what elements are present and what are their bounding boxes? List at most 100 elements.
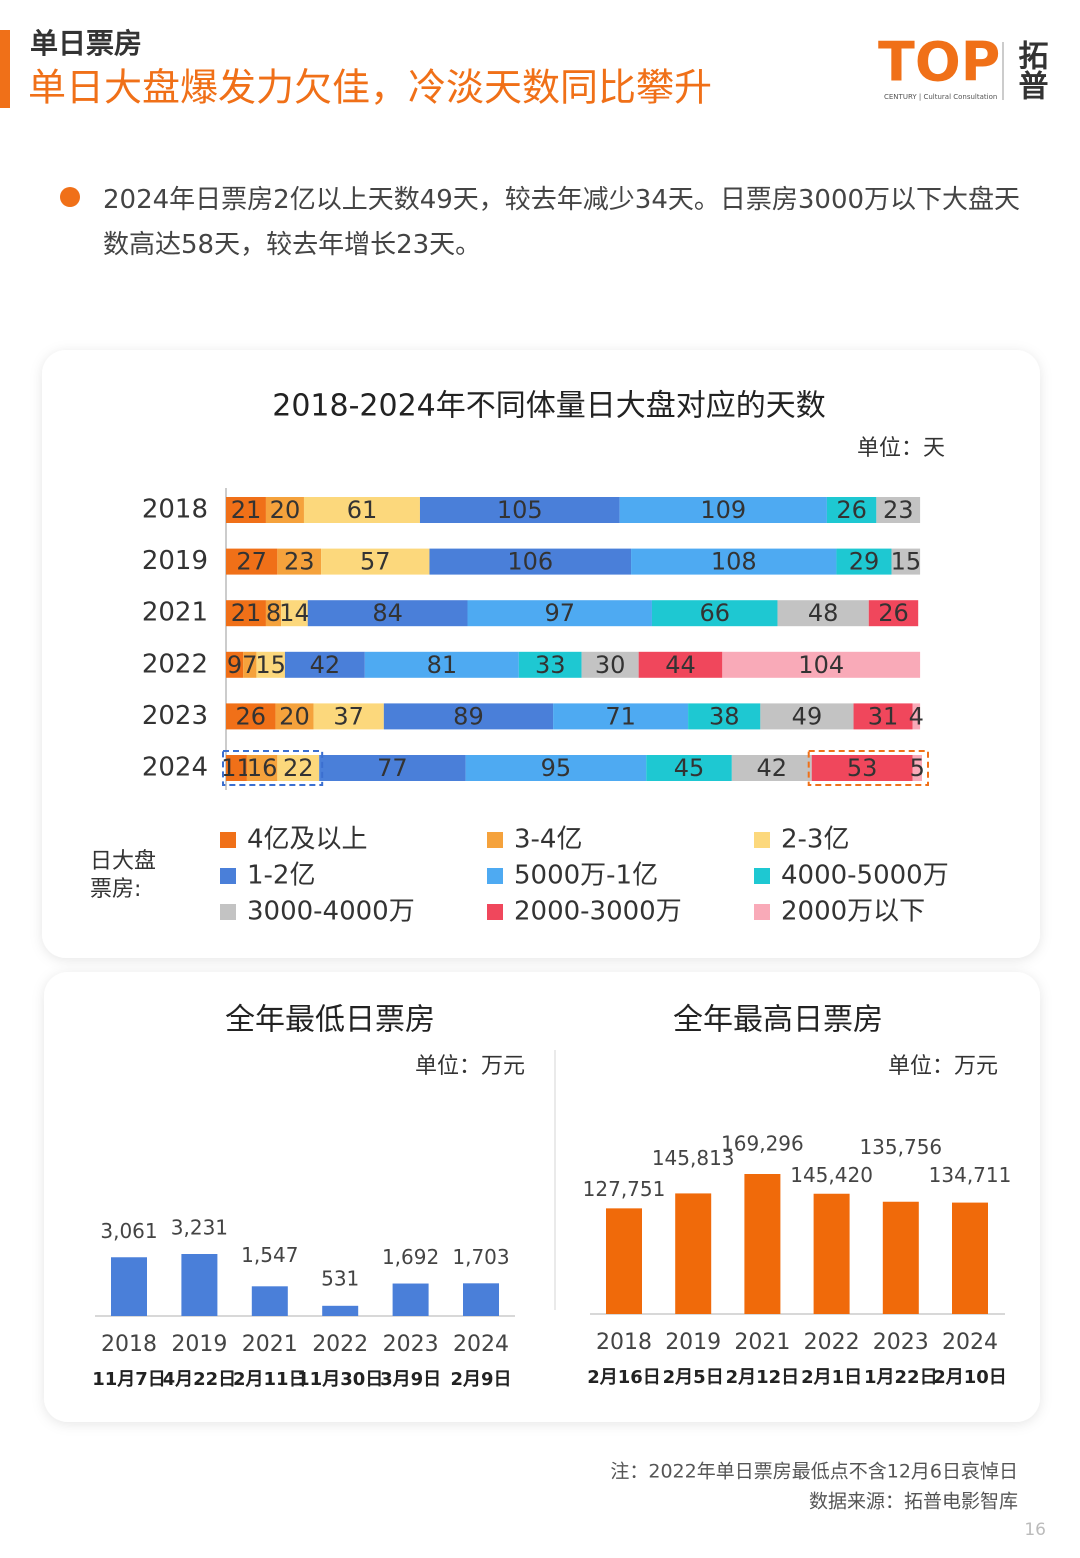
- bar-segment: [631, 548, 837, 575]
- date-label: 2月10日: [933, 1367, 1007, 1388]
- logo-name: 拓普: [1013, 40, 1049, 100]
- bar-segment: [321, 548, 430, 575]
- data-label: 531: [321, 1266, 359, 1290]
- data-label: 20: [270, 496, 301, 524]
- data-label: 3,231: [171, 1216, 228, 1240]
- source: 数据来源：拓普电影智库: [809, 1491, 1018, 1513]
- legend-label: 2000-3000万: [514, 897, 682, 927]
- date-label: 11月7日: [92, 1369, 166, 1390]
- data-label: 30: [595, 651, 626, 679]
- y-tick-label: 2018: [142, 495, 208, 525]
- bar: [744, 1174, 781, 1314]
- data-label: 44: [665, 651, 696, 679]
- legend-label: 3-4亿: [514, 825, 582, 855]
- data-label: 104: [798, 651, 844, 679]
- bar-segment: [307, 600, 468, 627]
- date-label: 2月5日: [663, 1367, 724, 1388]
- data-label: 169,296: [721, 1132, 804, 1156]
- data-label: 42: [310, 651, 341, 679]
- x-tick-label: 2019: [171, 1332, 227, 1357]
- data-label: 71: [605, 702, 636, 730]
- legend-swatch: [220, 868, 236, 884]
- data-label: 145,420: [790, 1163, 873, 1187]
- legend-swatch: [754, 868, 770, 884]
- bar-segment: [467, 600, 652, 627]
- data-label: 145,813: [652, 1146, 735, 1170]
- bar-segment: [277, 755, 320, 781]
- legend-swatch: [487, 904, 503, 920]
- data-label: 95: [541, 754, 572, 782]
- x-tick-label: 2022: [804, 1330, 860, 1355]
- y-tick-label: 2024: [142, 753, 208, 783]
- bar-segment: [638, 651, 723, 678]
- bar-segment: [553, 703, 689, 730]
- data-label: 33: [535, 651, 566, 679]
- legend-label: 3000-4000万: [247, 897, 415, 927]
- legend-label: 2-3亿: [781, 825, 849, 855]
- data-label: 26: [878, 599, 909, 627]
- data-label: 127,751: [583, 1177, 666, 1201]
- bar: [181, 1254, 218, 1316]
- bar-segment: [419, 497, 620, 523]
- bar: [111, 1257, 147, 1316]
- data-label: 38: [709, 702, 740, 730]
- page-title: 单日大盘爆发力欠佳，冷淡天数同比攀升: [28, 66, 712, 110]
- data-label: 89: [453, 702, 484, 730]
- bar-segment: [277, 548, 322, 575]
- legend-label: 4亿及以上: [247, 825, 368, 855]
- data-label: 1,703: [452, 1245, 509, 1269]
- data-label: 105: [497, 496, 543, 524]
- highlight-box: [807, 750, 929, 786]
- highlight-box: [222, 750, 324, 786]
- bar-segment: [688, 703, 761, 730]
- bar-segment: [731, 755, 812, 781]
- data-label: 4: [909, 702, 924, 730]
- x-tick-label: 2023: [873, 1330, 929, 1355]
- chart-title: 全年最低日票房: [225, 1003, 435, 1038]
- bar-segment: [876, 497, 921, 523]
- data-label: 1,692: [382, 1245, 439, 1269]
- data-label: 106: [507, 548, 553, 576]
- date-label: 2月16日: [587, 1367, 661, 1388]
- y-tick-label: 2022: [142, 649, 208, 679]
- legend-swatch: [220, 904, 236, 920]
- unit-label: 单位：万元: [415, 1054, 525, 1079]
- bar-segment: [383, 703, 554, 730]
- date-label: 1月22日: [864, 1367, 938, 1388]
- bar: [392, 1283, 429, 1316]
- bar-segment: [243, 651, 257, 678]
- accent-bar: [0, 30, 10, 108]
- bar-segment: [265, 497, 304, 523]
- date-label: 2月11日: [233, 1369, 307, 1390]
- legend-swatch: [220, 832, 236, 848]
- data-label: 27: [236, 548, 267, 576]
- bar-segment: [619, 497, 827, 523]
- data-label: 57: [360, 548, 391, 576]
- y-tick-label: 2019: [142, 546, 208, 576]
- bar-segment: [226, 755, 247, 781]
- bar-segment: [226, 651, 244, 678]
- legend-label: 5000万-1亿: [514, 861, 658, 891]
- x-tick-label: 2019: [665, 1330, 721, 1355]
- data-label: 20: [279, 702, 310, 730]
- bar-segment: [246, 755, 278, 781]
- date-label: 2月9日: [450, 1369, 511, 1390]
- chart-title: 全年最高日票房: [673, 1003, 883, 1038]
- bar-segment: [429, 548, 632, 575]
- bar-segment: [811, 755, 913, 781]
- bar: [606, 1208, 642, 1314]
- bar-segment: [646, 755, 732, 781]
- data-label: 11: [221, 754, 252, 782]
- y-tick-label: 2021: [142, 598, 208, 628]
- bar-segment: [364, 651, 519, 678]
- data-label: 134,711: [929, 1163, 1012, 1187]
- data-label: 135,756: [859, 1135, 942, 1159]
- bar: [882, 1201, 919, 1314]
- bar-segment: [303, 497, 420, 523]
- data-label: 26: [836, 496, 867, 524]
- bar-segment: [226, 497, 266, 523]
- bar-segment: [265, 600, 282, 627]
- bar: [952, 1202, 988, 1314]
- data-label: 48: [808, 599, 839, 627]
- chart-title: 2018-2024年不同体量日大盘对应的天数: [272, 389, 826, 424]
